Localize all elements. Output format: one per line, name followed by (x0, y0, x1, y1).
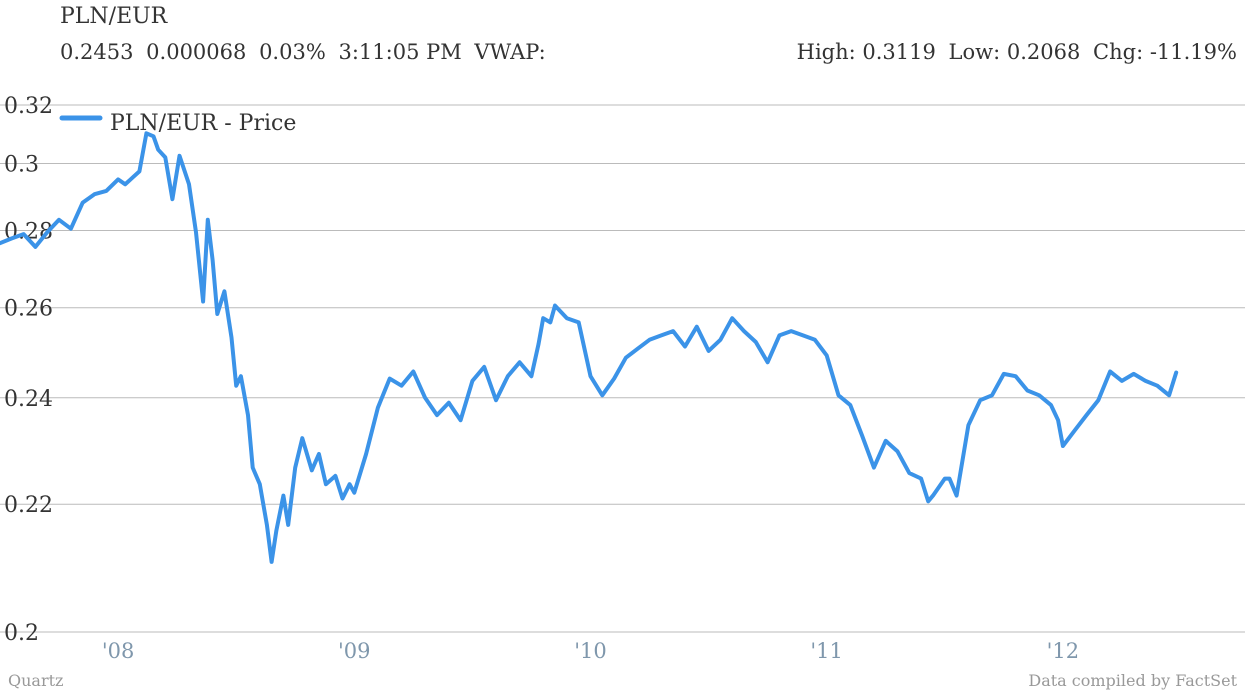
y-tick-label: 0.2 (4, 621, 39, 646)
stat-chg: Chg: -11.19% (1093, 40, 1237, 64)
footer-source-left: Quartz (8, 671, 64, 690)
x-tick-label: '08 (102, 639, 135, 663)
x-axis-ticks: '08 '09 '10 '11 '12 (102, 639, 1079, 663)
quote-change: 0.000068 (146, 40, 247, 64)
gridlines (0, 104, 1245, 633)
y-tick-label: 0.3 (4, 153, 39, 178)
y-tick-label: 0.26 (4, 297, 53, 322)
legend-label: PLN/EUR - Price (110, 111, 296, 136)
stat-high: High: 0.3119 (796, 40, 936, 64)
y-axis-ticks: 0.20.220.240.260.280.30.32 (4, 94, 53, 646)
chart-title: PLN/EUR (60, 4, 168, 29)
y-tick-label: 0.32 (4, 94, 53, 119)
quote-price: 0.2453 (60, 40, 134, 64)
x-tick-label: '11 (810, 639, 843, 663)
y-tick-label: 0.24 (4, 387, 53, 412)
quote-line: 0.2453 0.000068 0.03% 3:11:05 PM VWAP: (60, 40, 546, 64)
quote-change-pct: 0.03% (259, 40, 326, 64)
x-tick-label: '12 (1047, 639, 1080, 663)
quote-time: 3:11:05 PM (338, 40, 462, 64)
stats-line: High: 0.3119 Low: 0.2068 Chg: -11.19% (797, 40, 1237, 64)
footer-source-right: Data compiled by FactSet (1028, 671, 1237, 690)
series-layer (0, 131, 1179, 564)
quote-vwap-label: VWAP: (474, 40, 546, 64)
x-tick-label: '10 (574, 639, 607, 663)
y-tick-label: 0.22 (4, 493, 53, 518)
series-line (0, 131, 1179, 564)
stat-low: Low: 0.2068 (948, 40, 1081, 64)
legend: PLN/EUR - Price (59, 111, 296, 136)
x-tick-label: '09 (338, 639, 371, 663)
